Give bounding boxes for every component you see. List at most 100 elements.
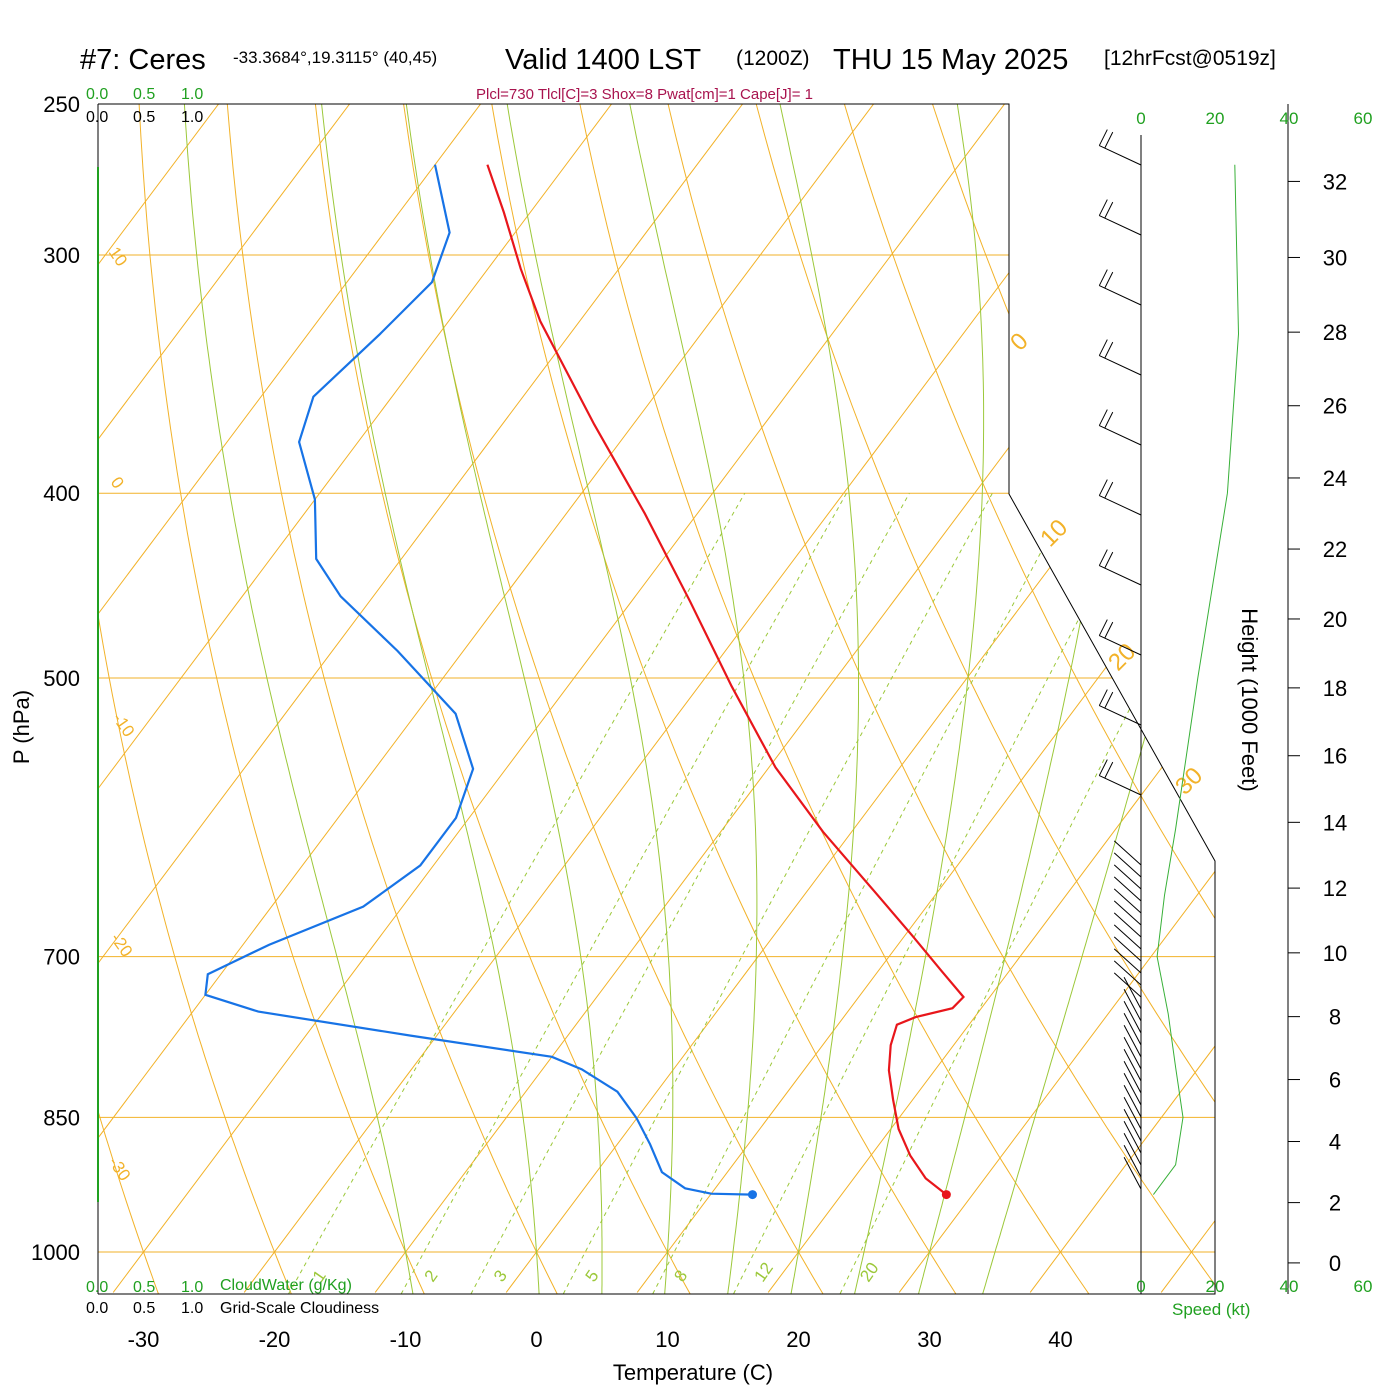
height-tick-label: 2	[1329, 1191, 1341, 1216]
wind-barb-staff	[1099, 565, 1142, 586]
x-axis-title: Temperature (C)	[613, 1360, 773, 1385]
speed-tick-bottom: 20	[1206, 1277, 1225, 1296]
dry-adiabat-line	[311, 104, 695, 1294]
wind-barbs	[1098, 129, 1240, 1195]
wind-barb-staff	[1099, 425, 1142, 446]
x-tick-label: -10	[390, 1327, 422, 1352]
mixing-ratio-label: 12	[750, 1259, 776, 1285]
wind-barb-staff	[1123, 988, 1142, 1022]
isotherm-line	[767, 104, 1215, 1293]
temperature-line	[486, 164, 965, 1196]
y-axis-title: P (hPa)	[9, 690, 34, 764]
height-tick-label: 12	[1323, 876, 1347, 901]
y-tick-label: 1000	[31, 1240, 80, 1265]
height-axis-title: Height (1000 Feet)	[1237, 608, 1262, 791]
surface-temperature-dot	[941, 1190, 951, 1200]
speed-axis-title: Speed (kt)	[1172, 1300, 1250, 1319]
y-tick-label: 400	[43, 481, 80, 506]
speed-tick-bottom: 60	[1354, 1277, 1373, 1296]
wind-barb-flag	[1098, 479, 1108, 496]
wind-barb-staff	[1123, 1024, 1142, 1058]
wind-barb-flag	[1104, 691, 1114, 709]
isotherm-line	[636, 104, 1215, 1293]
cloud-tick-green-top: 1.0	[181, 86, 203, 103]
y-tick-label: 300	[43, 243, 80, 268]
wind-barb-staff	[1113, 840, 1142, 866]
isotherm-line	[374, 104, 1215, 1293]
sounding-series	[204, 164, 965, 1200]
speed-tick-top: 60	[1354, 109, 1373, 128]
mixing-ratio-line	[645, 492, 1073, 1294]
wind-barb-flag	[1098, 409, 1108, 426]
x-tick-label: -20	[259, 1327, 291, 1352]
y-tick-label: 850	[43, 1105, 80, 1130]
mixing-ratio-label: 3	[490, 1267, 511, 1286]
wind-barb-staff	[1123, 1108, 1142, 1142]
isotherm-line	[98, 104, 376, 1293]
cloudwater-label: CloudWater (g/Kg)	[220, 1277, 352, 1294]
speed-tick-bottom: 40	[1280, 1277, 1299, 1296]
wind-barb-flag	[1098, 689, 1108, 706]
dry-adiabat-line	[137, 104, 428, 1294]
wind-barb-flag	[1098, 269, 1108, 286]
axis-tick-labels: -30 -20 -10 0 10 20 30 402503004005007008501000…	[31, 92, 1372, 1352]
wind-barb-staff	[1099, 635, 1142, 656]
wind-barb-staff	[1099, 145, 1142, 166]
diagram-lines	[98, 70, 1400, 1300]
adiabat-label: 30	[1170, 762, 1208, 800]
x-tick-label: 30	[917, 1327, 941, 1352]
wind-barb-flag	[1104, 411, 1114, 429]
dry-adiabat-line	[98, 104, 295, 1294]
x-tick-label: 20	[786, 1327, 810, 1352]
height-tick-label: 24	[1323, 466, 1347, 491]
height-tick-label: 20	[1323, 607, 1347, 632]
moist-adiabat-line	[321, 104, 540, 1294]
adiabat-label: -10	[109, 709, 139, 740]
mixing-ratio-label: 5	[582, 1267, 603, 1286]
speed-tick-top: 20	[1206, 109, 1225, 128]
wind-barb-staff	[1113, 876, 1142, 902]
cloud-tick-black-bottom: 0.5	[133, 1300, 155, 1317]
isotherm-line	[98, 104, 507, 1293]
mixing-ratio-line	[393, 492, 847, 1294]
station-title: #7: Ceres	[80, 44, 206, 76]
dry-adiabat-line	[1358, 70, 1400, 1300]
wind-barb-staff	[1123, 1060, 1142, 1094]
x-tick-label: 0	[530, 1327, 542, 1352]
cloud-tick-black-top: 1.0	[181, 109, 203, 126]
cloud-tick-green-bottom: 0.5	[133, 1279, 155, 1296]
adiabat-label: 20	[1103, 638, 1141, 676]
mixing-ratio-label: 20	[856, 1259, 882, 1285]
dry-adiabat-line	[98, 104, 162, 1294]
surface-dewpoint-dot	[747, 1190, 757, 1200]
cloud-scale-bottom: 0.0 0.5 1.0 CloudWater (g/Kg) 0.0 0.5 1.…	[86, 1277, 379, 1317]
height-tick-label: 28	[1323, 320, 1347, 345]
valid-utc: (1200Z)	[736, 47, 810, 70]
x-tick-label: 40	[1048, 1327, 1072, 1352]
wind-barb-flag	[1098, 339, 1108, 356]
wind-barb-staff	[1113, 936, 1142, 962]
station-coords: -33.3684°,19.3115° (40,45)	[233, 48, 437, 67]
valid-date: THU 15 May 2025	[833, 44, 1068, 76]
wind-barb-staff	[1123, 1000, 1142, 1034]
cloud-tick-black-top: 0.5	[133, 109, 155, 126]
adiabat-label: 10	[1035, 514, 1073, 552]
wind-barb-staff	[1099, 355, 1142, 376]
wind-barb-staff	[1099, 215, 1142, 236]
wind-barb-staff	[1123, 1048, 1142, 1082]
cloudiness-label: Grid-Scale Cloudiness	[220, 1300, 379, 1317]
height-tick-label: 8	[1329, 1005, 1341, 1030]
wind-barb-staff	[1123, 1012, 1142, 1046]
dry-adiabat-line	[1182, 104, 1215, 1294]
wind-barb-flag	[1098, 759, 1108, 776]
sounding-indices: Plcl=730 Tlcl[C]=3 Shox=8 Pwat[cm]=1 Cap…	[476, 86, 813, 103]
wind-barb-flag	[1104, 621, 1114, 639]
isotherm-line	[243, 104, 1162, 1293]
dry-adiabat-line	[747, 104, 1215, 1294]
wind-barb-staff	[1113, 912, 1142, 938]
dry-adiabat-line	[659, 104, 1215, 1294]
height-tick-label: 10	[1323, 941, 1347, 966]
wind-barb-staff	[1113, 924, 1142, 950]
dry-adiabat-line	[224, 104, 561, 1294]
